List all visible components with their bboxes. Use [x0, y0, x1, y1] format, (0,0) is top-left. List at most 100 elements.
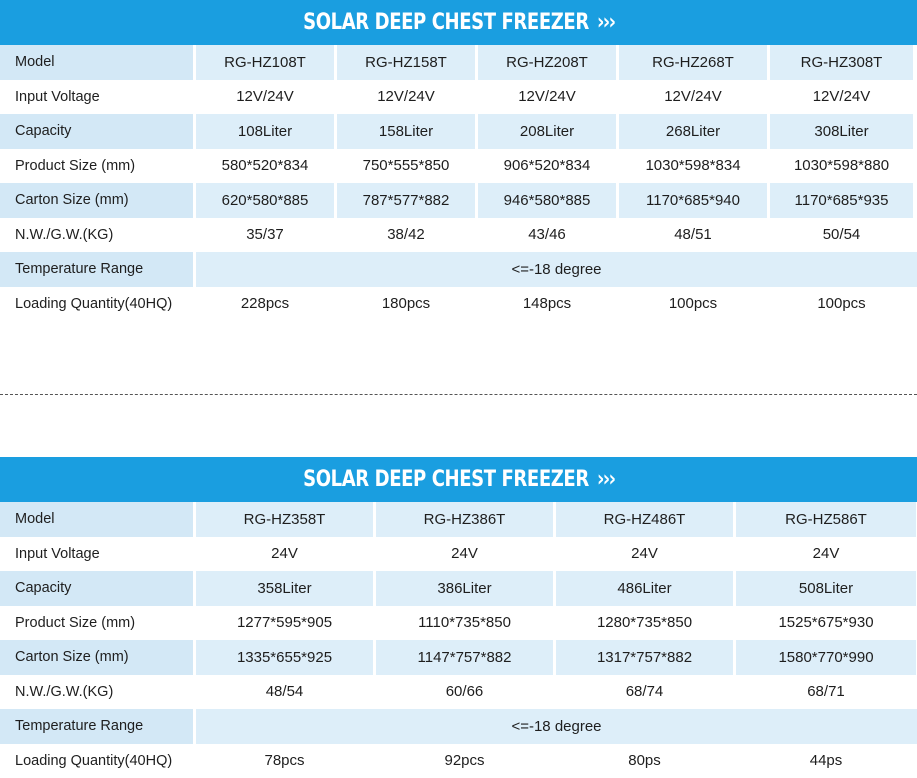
value-cell: 787*577*882 — [337, 183, 475, 218]
value-cell: 12V/24V — [478, 79, 616, 114]
value-cell: 24V — [736, 536, 916, 571]
merged-value-cell: <=-18 degree — [196, 709, 917, 744]
table-2-title-text: SOLAR DEEP CHEST FREEZER — [302, 467, 589, 492]
value-cell: 580*520*834 — [196, 148, 334, 183]
value-cell: 208Liter — [478, 114, 616, 149]
value-cell: RG-HZ208T — [478, 45, 616, 80]
table-1-banner: SOLAR DEEP CHEST FREEZER ››› — [0, 0, 917, 45]
merged-value-cell: <=-18 degree — [196, 252, 917, 287]
value-cell: RG-HZ268T — [619, 45, 767, 80]
row-label: Carton Size (mm) — [0, 183, 193, 218]
value-cell: 1147*757*882 — [376, 640, 553, 675]
value-cell: 92pcs — [376, 743, 553, 778]
row-label: Product Size (mm) — [0, 148, 193, 183]
value-cell: 43/46 — [478, 217, 616, 252]
row-label: Loading Quantity(40HQ) — [0, 286, 193, 321]
value-cell: 48/51 — [619, 217, 767, 252]
table-row-capacity: Capacity 108Liter 158Liter 208Liter 268Liter… — [0, 114, 917, 149]
value-cell: 24V — [556, 536, 733, 571]
value-cell: 80ps — [556, 743, 733, 778]
table-1-title: SOLAR DEEP CHEST FREEZER ››› — [303, 10, 616, 35]
table-row-temperature-range: Temperature Range <=-18 degree — [0, 709, 917, 744]
value-cell: 60/66 — [376, 674, 553, 709]
value-cell: 906*520*834 — [478, 148, 616, 183]
table-2-banner: SOLAR DEEP CHEST FREEZER ››› — [0, 457, 917, 502]
value-cell: 48/54 — [196, 674, 373, 709]
value-cell: RG-HZ308T — [770, 45, 913, 80]
value-cell: 12V/24V — [337, 79, 475, 114]
row-label: Loading Quantity(40HQ) — [0, 743, 193, 778]
table-row-product-size-mm: Product Size (mm) 580*520*834 750*555*850 9… — [0, 148, 917, 183]
dashed-divider — [0, 394, 917, 395]
table-row-loading-quantity-40hq: Loading Quantity(40HQ) 228pcs 180pcs 148pcs… — [0, 286, 917, 321]
row-label: N.W./G.W.(KG) — [0, 217, 193, 252]
row-label: Capacity — [0, 571, 193, 606]
spec-table-1: Model RG-HZ108T RG-HZ158T RG-HZ208T RG-HZ268… — [0, 45, 917, 321]
table-row-carton-size-mm: Carton Size (mm) 1335*655*925 1147*757*882… — [0, 640, 917, 675]
value-cell: 35/37 — [196, 217, 334, 252]
row-label: Input Voltage — [0, 79, 193, 114]
value-cell: RG-HZ358T — [196, 502, 373, 537]
table-row-product-size-mm: Product Size (mm) 1277*595*905 1110*735*85… — [0, 605, 917, 640]
value-cell: 1110*735*850 — [376, 605, 553, 640]
row-label: Model — [0, 45, 193, 80]
table-row-loading-quantity-40hq: Loading Quantity(40HQ) 78pcs 92pcs 80ps 44ps — [0, 743, 917, 778]
value-cell: 12V/24V — [770, 79, 913, 114]
value-cell: 1030*598*834 — [619, 148, 767, 183]
value-cell: 1335*655*925 — [196, 640, 373, 675]
table-row-input-voltage: Input Voltage 12V/24V 12V/24V 12V/24V 12V/24… — [0, 79, 917, 114]
value-cell: 1277*595*905 — [196, 605, 373, 640]
value-cell: 12V/24V — [619, 79, 767, 114]
value-cell: 108Liter — [196, 114, 334, 149]
value-cell: 358Liter — [196, 571, 373, 606]
table-row-temperature-range: Temperature Range <=-18 degree — [0, 252, 917, 287]
value-cell: 24V — [376, 536, 553, 571]
value-cell: 1580*770*990 — [736, 640, 916, 675]
value-cell: 268Liter — [619, 114, 767, 149]
row-label: Capacity — [0, 114, 193, 149]
value-cell: RG-HZ586T — [736, 502, 916, 537]
table-row-input-voltage: Input Voltage 24V 24V 24V 24V — [0, 536, 917, 571]
table-row-model: Model RG-HZ358T RG-HZ386T RG-HZ486T RG-HZ586… — [0, 502, 917, 537]
value-cell: RG-HZ108T — [196, 45, 334, 80]
value-cell: 50/54 — [770, 217, 913, 252]
value-cell: 1317*757*882 — [556, 640, 733, 675]
table-row-capacity: Capacity 358Liter 386Liter 486Liter 508Liter — [0, 571, 917, 606]
value-cell: 78pcs — [196, 743, 373, 778]
row-label: Input Voltage — [0, 536, 193, 571]
value-cell: 100pcs — [770, 286, 913, 321]
value-cell: 44ps — [736, 743, 916, 778]
row-label: Temperature Range — [0, 709, 193, 744]
chevrons-icon: ››› — [596, 467, 616, 492]
value-cell: 386Liter — [376, 571, 553, 606]
table-row-n-w-g-w-kg: N.W./G.W.(KG) 48/54 60/66 68/74 68/71 — [0, 674, 917, 709]
value-cell: 100pcs — [619, 286, 767, 321]
value-cell: 508Liter — [736, 571, 916, 606]
value-cell: 1170*685*935 — [770, 183, 913, 218]
table-section-2: SOLAR DEEP CHEST FREEZER ››› Model RG-HZ35… — [0, 457, 917, 778]
value-cell: RG-HZ158T — [337, 45, 475, 80]
row-label: Product Size (mm) — [0, 605, 193, 640]
value-cell: 620*580*885 — [196, 183, 334, 218]
value-cell: 486Liter — [556, 571, 733, 606]
value-cell: 1280*735*850 — [556, 605, 733, 640]
value-cell: 158Liter — [337, 114, 475, 149]
table-section-1: SOLAR DEEP CHEST FREEZER ››› Model RG-HZ10… — [0, 0, 917, 321]
table-row-model: Model RG-HZ108T RG-HZ158T RG-HZ208T RG-HZ268… — [0, 45, 917, 80]
value-cell: 228pcs — [196, 286, 334, 321]
value-cell: 946*580*885 — [478, 183, 616, 218]
value-cell: 308Liter — [770, 114, 913, 149]
row-label: Carton Size (mm) — [0, 640, 193, 675]
table-2-title: SOLAR DEEP CHEST FREEZER ››› — [302, 467, 616, 492]
value-cell: 24V — [196, 536, 373, 571]
value-cell: 180pcs — [337, 286, 475, 321]
table-row-carton-size-mm: Carton Size (mm) 620*580*885 787*577*882 94… — [0, 183, 917, 218]
chevrons-icon: ››› — [596, 10, 616, 35]
value-cell: 12V/24V — [196, 79, 334, 114]
row-label: N.W./G.W.(KG) — [0, 674, 193, 709]
row-label: Temperature Range — [0, 252, 193, 287]
row-label: Model — [0, 502, 193, 537]
value-cell: RG-HZ486T — [556, 502, 733, 537]
spec-table-2: Model RG-HZ358T RG-HZ386T RG-HZ486T RG-HZ586… — [0, 502, 917, 778]
value-cell: 1525*675*930 — [736, 605, 916, 640]
